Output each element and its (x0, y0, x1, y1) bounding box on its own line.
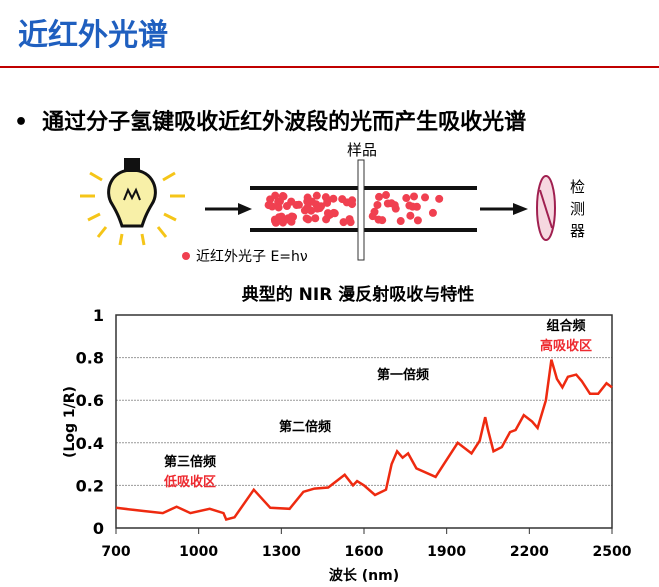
photon-dot (303, 203, 312, 212)
arrow-icon (480, 203, 528, 215)
detector-label-1: 检 (570, 178, 585, 196)
photon-dot (315, 204, 324, 213)
photon-dot (339, 218, 348, 227)
photon-dot (405, 201, 414, 210)
photon-dot (390, 201, 399, 210)
y-tick-label: 1 (93, 306, 104, 325)
photon-legend-icon (182, 252, 190, 260)
x-tick-label: 1900 (427, 544, 466, 560)
photon-dot (278, 192, 287, 201)
photon-dot (282, 202, 291, 211)
photon-dot (370, 207, 379, 216)
photon-dot (396, 217, 405, 226)
nir-chart: 典型的 NIR 漫反射吸收与特性 0 0.2 0.4 0.6 0.8 1 700 1000 13… (62, 284, 632, 584)
photon-dot (375, 192, 384, 201)
detector-label-2: 测 (570, 200, 585, 218)
arrow-icon (205, 203, 252, 215)
spectrum-line (115, 359, 613, 521)
x-tick-label: 1600 (345, 544, 384, 560)
photon-dot (421, 193, 430, 202)
photon-dot (378, 216, 387, 225)
photon-dot (322, 215, 331, 224)
photon-dot (275, 213, 284, 222)
photon-dot (329, 194, 338, 203)
photon-legend-label: 近红外光子 E=hν (196, 249, 308, 265)
photons (264, 191, 444, 227)
photon-dot (338, 195, 347, 204)
photon-dot (312, 191, 321, 200)
y-axis-label: (Log 1/R) (62, 386, 78, 458)
photon-dot (383, 199, 392, 208)
photon-dot (323, 198, 332, 207)
photon-dot (271, 191, 280, 200)
photon-dot (428, 208, 437, 217)
annotation-high-absorption: 高吸收区 (540, 338, 592, 354)
photon-dot (274, 203, 283, 212)
photon-dot (409, 192, 418, 201)
x-tick-label: 1300 (262, 544, 301, 560)
chart-title: 典型的 NIR 漫反射吸收与特性 (242, 284, 474, 305)
y-tick-label: 0.6 (76, 391, 104, 410)
bullet-text: 通过分子氢键吸收近红外波段的光而产生吸收光谱 (42, 110, 527, 135)
x-tick-label: 700 (101, 544, 130, 560)
photon-dot (373, 200, 382, 209)
photon-dot (345, 215, 354, 224)
y-tick-label: 0.8 (76, 349, 104, 368)
annotation-first-overtone: 第一倍频 (377, 367, 429, 383)
y-tick-label: 0 (93, 519, 104, 538)
annotation-second-overtone: 第二倍频 (279, 419, 331, 435)
photon-dot (381, 191, 390, 200)
annotation-low-absorption: 低吸收区 (163, 474, 216, 490)
annotation-combination: 组合频 (546, 318, 585, 334)
photon-dot (435, 194, 444, 203)
bullet-point: • 通过分子氢键吸收近红外波段的光而产生吸收光谱 (14, 104, 526, 136)
light-bulb-icon (80, 158, 185, 246)
photon-dot (311, 214, 320, 223)
photon-dot (292, 201, 301, 210)
title-divider (0, 66, 659, 68)
slide-title: 近红外光谱 (18, 18, 168, 53)
sample-plate (357, 159, 365, 261)
plot-frame (115, 314, 613, 529)
photon-dot (304, 215, 313, 224)
photon-dot (412, 202, 421, 211)
y-tick-label: 0.2 (76, 476, 104, 495)
nir-diagram: 样品 检 测 器 近红外光子 E=hν (80, 141, 585, 265)
photon-dot (402, 194, 411, 203)
y-tick-label: 0.4 (76, 434, 104, 453)
photon-dot (406, 211, 415, 220)
detector-icon (536, 175, 556, 241)
x-axis-label: 波长 (nm) (329, 567, 399, 584)
bullet-icon: • (14, 110, 29, 135)
photon-dot (303, 193, 312, 202)
sample-label: 样品 (347, 141, 377, 159)
annotation-third-overtone: 第三倍频 (164, 454, 216, 470)
x-tick-label: 2200 (510, 544, 549, 560)
photon-dot (284, 214, 293, 223)
x-tick-label: 2500 (593, 544, 632, 560)
photon-dot (413, 216, 422, 225)
x-tick-label: 1000 (179, 544, 218, 560)
detector-label-3: 器 (570, 222, 585, 240)
